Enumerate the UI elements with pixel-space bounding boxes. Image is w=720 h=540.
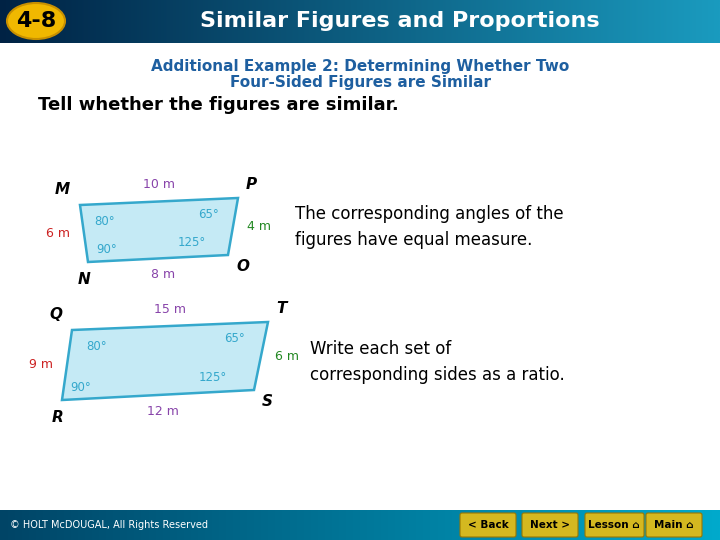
- Text: 125°: 125°: [199, 371, 228, 384]
- Text: 65°: 65°: [224, 332, 245, 345]
- Text: Lesson ⌂: Lesson ⌂: [588, 520, 640, 530]
- Polygon shape: [62, 322, 268, 400]
- Text: Next >: Next >: [530, 520, 570, 530]
- Text: 6 m: 6 m: [46, 227, 70, 240]
- Text: Additional Example 2: Determining Whether Two: Additional Example 2: Determining Whethe…: [151, 58, 569, 73]
- Text: R: R: [52, 410, 64, 425]
- Text: M: M: [55, 182, 70, 197]
- FancyBboxPatch shape: [646, 513, 702, 537]
- Text: 80°: 80°: [94, 215, 114, 228]
- Ellipse shape: [7, 3, 65, 39]
- Text: S: S: [262, 394, 273, 409]
- Text: O: O: [236, 259, 249, 274]
- Text: 4 m: 4 m: [247, 220, 271, 233]
- Text: 4-8: 4-8: [16, 11, 56, 31]
- Text: < Back: < Back: [467, 520, 508, 530]
- Text: 90°: 90°: [96, 243, 117, 256]
- Text: T: T: [276, 301, 287, 316]
- FancyBboxPatch shape: [460, 513, 516, 537]
- Text: N: N: [78, 272, 91, 287]
- Text: Similar Figures and Proportions: Similar Figures and Proportions: [200, 11, 600, 31]
- Text: 90°: 90°: [70, 381, 91, 394]
- Text: 10 m: 10 m: [143, 179, 175, 192]
- Text: Q: Q: [49, 307, 62, 322]
- Text: 6 m: 6 m: [275, 349, 299, 362]
- FancyBboxPatch shape: [522, 513, 578, 537]
- Text: © HOLT McDOUGAL, All Rights Reserved: © HOLT McDOUGAL, All Rights Reserved: [10, 520, 208, 530]
- Text: P: P: [246, 177, 257, 192]
- Text: 9 m: 9 m: [29, 359, 53, 372]
- Text: The corresponding angles of the
figures have equal measure.: The corresponding angles of the figures …: [295, 205, 564, 249]
- Text: 12 m: 12 m: [147, 405, 179, 418]
- Text: 65°: 65°: [198, 208, 219, 221]
- Text: 8 m: 8 m: [151, 268, 175, 281]
- Text: Write each set of
corresponding sides as a ratio.: Write each set of corresponding sides as…: [310, 340, 564, 384]
- Text: Tell whether the figures are similar.: Tell whether the figures are similar.: [38, 96, 399, 114]
- Text: 15 m: 15 m: [154, 303, 186, 316]
- Text: Main ⌂: Main ⌂: [654, 520, 694, 530]
- Text: 80°: 80°: [86, 340, 107, 353]
- Text: Four-Sided Figures are Similar: Four-Sided Figures are Similar: [230, 76, 490, 91]
- Text: 125°: 125°: [178, 236, 206, 249]
- Polygon shape: [80, 198, 238, 262]
- FancyBboxPatch shape: [585, 513, 644, 537]
